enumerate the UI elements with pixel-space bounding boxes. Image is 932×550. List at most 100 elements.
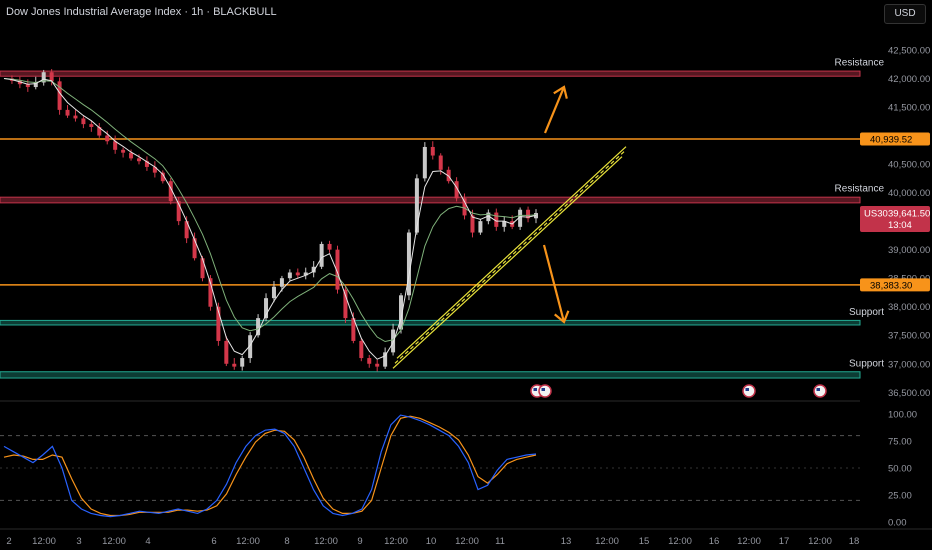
trendline-mid	[394, 151, 625, 364]
stoch-tick-label: 0.00	[888, 518, 907, 529]
candle-body	[264, 298, 269, 319]
candle-body	[248, 335, 253, 359]
candle-body	[144, 161, 149, 167]
candle-body	[105, 135, 110, 142]
x-tick-label: 3	[76, 536, 81, 547]
candle-body	[279, 278, 284, 287]
level-high-tag	[860, 132, 930, 146]
bullish-arrow-head	[553, 85, 568, 99]
candle-body	[494, 212, 499, 227]
candle-body	[303, 272, 308, 276]
candle-body	[311, 266, 316, 273]
support-zone	[0, 371, 861, 379]
candle-body	[41, 72, 46, 83]
stoch-d-line	[3, 415, 537, 517]
candle-body	[113, 141, 118, 150]
candle-body	[375, 363, 380, 367]
candle-body	[391, 329, 396, 353]
candle-body	[351, 318, 356, 341]
stoch-tick-label: 50.00	[888, 464, 912, 475]
candle-body	[335, 249, 340, 290]
resistance-zone	[0, 196, 861, 204]
x-tick-label: 12:00	[102, 536, 126, 547]
x-tick-label: 12:00	[236, 536, 260, 547]
x-tick-label: 17	[779, 536, 790, 547]
candle-body	[192, 238, 197, 259]
y-tick-label: 40,500.00	[888, 160, 930, 171]
candles-layer	[9, 69, 538, 372]
candle-body	[406, 232, 411, 296]
candle-body	[17, 80, 22, 85]
resistance-label: Resistance	[835, 58, 885, 69]
stoch-tick-label: 25.00	[888, 491, 912, 502]
flag-canton	[816, 388, 820, 391]
y-tick-label: 37,500.00	[888, 331, 930, 342]
x-tick-label: 12:00	[384, 536, 408, 547]
bullish-arrow	[543, 86, 566, 134]
candle-body	[422, 146, 427, 179]
x-tick-label: 12:00	[455, 536, 479, 547]
annotations-layer: Resistance Resistance Support Support	[392, 58, 885, 398]
candle-body	[121, 149, 126, 153]
candle-body	[399, 295, 404, 330]
current-price-tag	[860, 206, 930, 233]
candle-body	[129, 152, 134, 159]
candle-body	[383, 352, 388, 367]
candle-body	[319, 243, 324, 267]
candle-body	[160, 172, 165, 182]
stoch-tick-label: 75.00	[888, 437, 912, 448]
zones-layer	[0, 70, 861, 379]
time-axis[interactable]: 2 12:00 3 12:00 4 6 12:00 8 12:00 9 12:00 10 12:00 11…	[0, 528, 932, 547]
candle-body	[168, 181, 173, 202]
candle-body	[49, 72, 54, 82]
x-tick-label: 12:00	[314, 536, 338, 547]
candle-body	[295, 272, 300, 276]
moving-averages-layer	[3, 78, 537, 360]
candle-body	[287, 272, 292, 279]
stoch-k-line	[3, 414, 537, 518]
x-tick-label: 12:00	[808, 536, 832, 547]
x-tick-label: 13	[561, 536, 572, 547]
current-symbol: US30	[864, 209, 888, 220]
candle-body	[478, 221, 483, 233]
y-tick-label: 37,000.00	[888, 359, 930, 370]
candle-body	[518, 209, 523, 227]
trendline-upper	[396, 146, 627, 359]
candle-body	[256, 318, 261, 336]
x-tick-label: 8	[284, 536, 289, 547]
y-tick-label: 42,500.00	[888, 45, 930, 56]
x-tick-label: 18	[849, 536, 860, 547]
x-tick-label: 2	[6, 536, 11, 547]
x-tick-label: 12:00	[32, 536, 56, 547]
candle-body	[327, 243, 332, 250]
candle-body	[240, 358, 245, 367]
ema-fast-line	[3, 78, 537, 360]
x-tick-label: 9	[357, 536, 362, 547]
support-label: Support	[849, 307, 884, 318]
stoch-tick-label: 100.00	[888, 410, 917, 421]
candle-body	[33, 82, 38, 88]
candle-body	[136, 158, 141, 162]
candle-body	[271, 286, 276, 299]
level-low-tag	[860, 278, 930, 292]
candle-body	[462, 198, 467, 216]
x-tick-label: 4	[145, 536, 150, 547]
bearish-arrow	[542, 244, 566, 323]
resistance-label: Resistance	[835, 184, 885, 195]
candle-body	[89, 124, 94, 127]
flag-canton	[541, 388, 545, 391]
candle-body	[454, 181, 459, 199]
y-tick-label: 36,500.00	[888, 388, 930, 399]
candle-body	[200, 258, 205, 279]
candle-body	[65, 109, 70, 116]
currency-button[interactable]: USD	[884, 4, 926, 24]
x-tick-label: 16	[709, 536, 720, 547]
x-tick-label: 10	[426, 536, 437, 547]
ema-slow-line	[3, 78, 537, 343]
flag-canton	[745, 388, 749, 391]
bar-countdown: 13:04	[888, 220, 912, 231]
candle-body	[81, 118, 86, 125]
level-high-tag-text: 40,939.52	[870, 135, 912, 146]
